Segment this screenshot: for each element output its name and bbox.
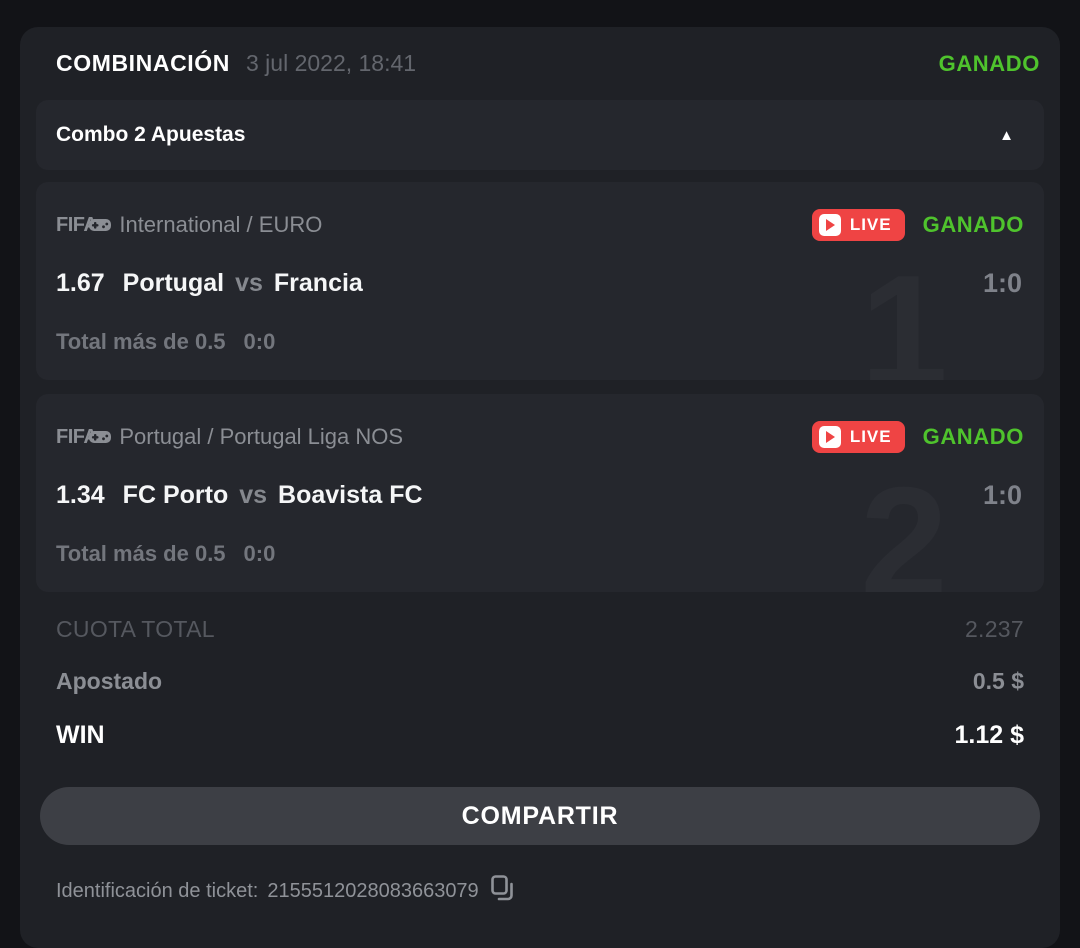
fifa-esports-icon: FIFA bbox=[56, 425, 98, 448]
copy-icon[interactable] bbox=[490, 875, 513, 907]
bet-index-watermark: 1 bbox=[860, 243, 948, 380]
bet-market: Total más de 0.5 bbox=[56, 329, 226, 354]
bet-market: Total más de 0.5 bbox=[56, 541, 226, 566]
combo-accordion-toggle[interactable]: Combo 2 Apuestas ▲ bbox=[36, 100, 1044, 170]
stake-value: 0.5 $ bbox=[972, 667, 1024, 694]
ticket-status-badge: GANADO bbox=[938, 50, 1040, 76]
home-team: Portugal bbox=[122, 268, 225, 297]
ticket-id-row: Identificación de ticket: 21555120280836… bbox=[56, 875, 1024, 907]
vs-label: vs bbox=[239, 480, 268, 509]
stake-label: Apostado bbox=[56, 667, 163, 694]
bet-status-badge: GANADO bbox=[922, 424, 1024, 449]
bet-index-watermark: 2 bbox=[860, 455, 948, 592]
collapse-caret-icon[interactable]: ▲ bbox=[999, 126, 1014, 144]
vs-label: vs bbox=[235, 268, 263, 297]
market-score: 0:0 bbox=[243, 329, 276, 354]
match-score: 1:0 bbox=[982, 267, 1022, 298]
play-icon bbox=[818, 426, 841, 448]
live-badge: LIVE bbox=[811, 209, 905, 241]
match-score: 1:0 bbox=[982, 479, 1022, 510]
total-odds-label: CUOTA TOTAL bbox=[56, 615, 215, 642]
ticket-id-value: 2155512028083663079 bbox=[267, 879, 479, 902]
away-team: Boavista FC bbox=[278, 480, 423, 509]
away-team: Francia bbox=[273, 268, 363, 297]
ticket-id-label: Identificación de ticket: bbox=[56, 879, 259, 902]
bet-card-1: 1 FIFA International / EURO LIVE GANADO … bbox=[36, 182, 1044, 380]
bet-status-badge: GANADO bbox=[922, 212, 1024, 237]
ticket-summary: CUOTA TOTAL 2.237 Apostado 0.5 $ WIN 1.1… bbox=[20, 614, 1060, 751]
ticket-header: COMBINACIÓN 3 jul 2022, 18:41 GANADO bbox=[20, 27, 1060, 100]
market-score: 0:0 bbox=[243, 541, 276, 566]
play-icon bbox=[818, 214, 841, 236]
live-badge: LIVE bbox=[811, 421, 905, 453]
win-value: 1.12 $ bbox=[954, 720, 1024, 749]
combo-label: Combo 2 Apuestas bbox=[56, 123, 246, 146]
bet-league: Portugal / Portugal Liga NOS bbox=[119, 424, 404, 449]
bet-card-2: 2 FIFA Portugal / Portugal Liga NOS LIVE… bbox=[36, 394, 1044, 592]
ticket-type-title: COMBINACIÓN bbox=[56, 50, 230, 76]
share-button[interactable]: COMPARTIR bbox=[40, 787, 1040, 845]
bet-odds: 1.67 bbox=[56, 268, 105, 297]
home-team: FC Porto bbox=[122, 480, 229, 509]
win-label: WIN bbox=[56, 720, 105, 749]
bet-ticket-card: COMBINACIÓN 3 jul 2022, 18:41 GANADO Com… bbox=[20, 27, 1060, 948]
total-odds-value: 2.237 bbox=[964, 615, 1024, 642]
bet-odds: 1.34 bbox=[56, 480, 105, 509]
fifa-esports-icon: FIFA bbox=[56, 213, 98, 236]
bet-league: International / EURO bbox=[119, 212, 323, 237]
ticket-datetime: 3 jul 2022, 18:41 bbox=[245, 50, 417, 76]
